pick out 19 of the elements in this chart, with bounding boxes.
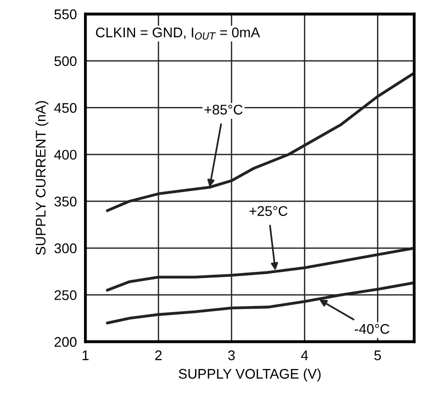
y-tick-label: 400 bbox=[54, 150, 77, 160]
y-tick-label: 200 bbox=[54, 337, 77, 347]
y-tick-label: 300 bbox=[54, 243, 77, 254]
x-tick-label: 3 bbox=[228, 350, 235, 360]
annotation: CLKIN = GND, I$_{OUT}$ = 0mA bbox=[96, 28, 260, 40]
y-tick-label: 550 bbox=[54, 9, 77, 20]
x-tick-label: 1 bbox=[82, 350, 89, 360]
annotation: +85°C bbox=[204, 104, 243, 115]
y-tick-label: 450 bbox=[54, 103, 77, 113]
x-tick-label: 4 bbox=[301, 350, 308, 360]
annotation: +25°C bbox=[250, 206, 288, 216]
y-tick-label: 250 bbox=[54, 290, 77, 300]
y-tick-label: 500 bbox=[54, 56, 77, 66]
x-axis-title: SUPPLY VOLTAGE (V) bbox=[178, 368, 321, 382]
annotation: -40°C bbox=[354, 324, 390, 334]
y-tick-label: 350 bbox=[54, 196, 77, 206]
x-tick-label: 5 bbox=[374, 350, 381, 360]
y-axis-title: SUPPLY CURRENT (nA) bbox=[35, 101, 48, 255]
x-tick-label: 2 bbox=[155, 350, 162, 360]
